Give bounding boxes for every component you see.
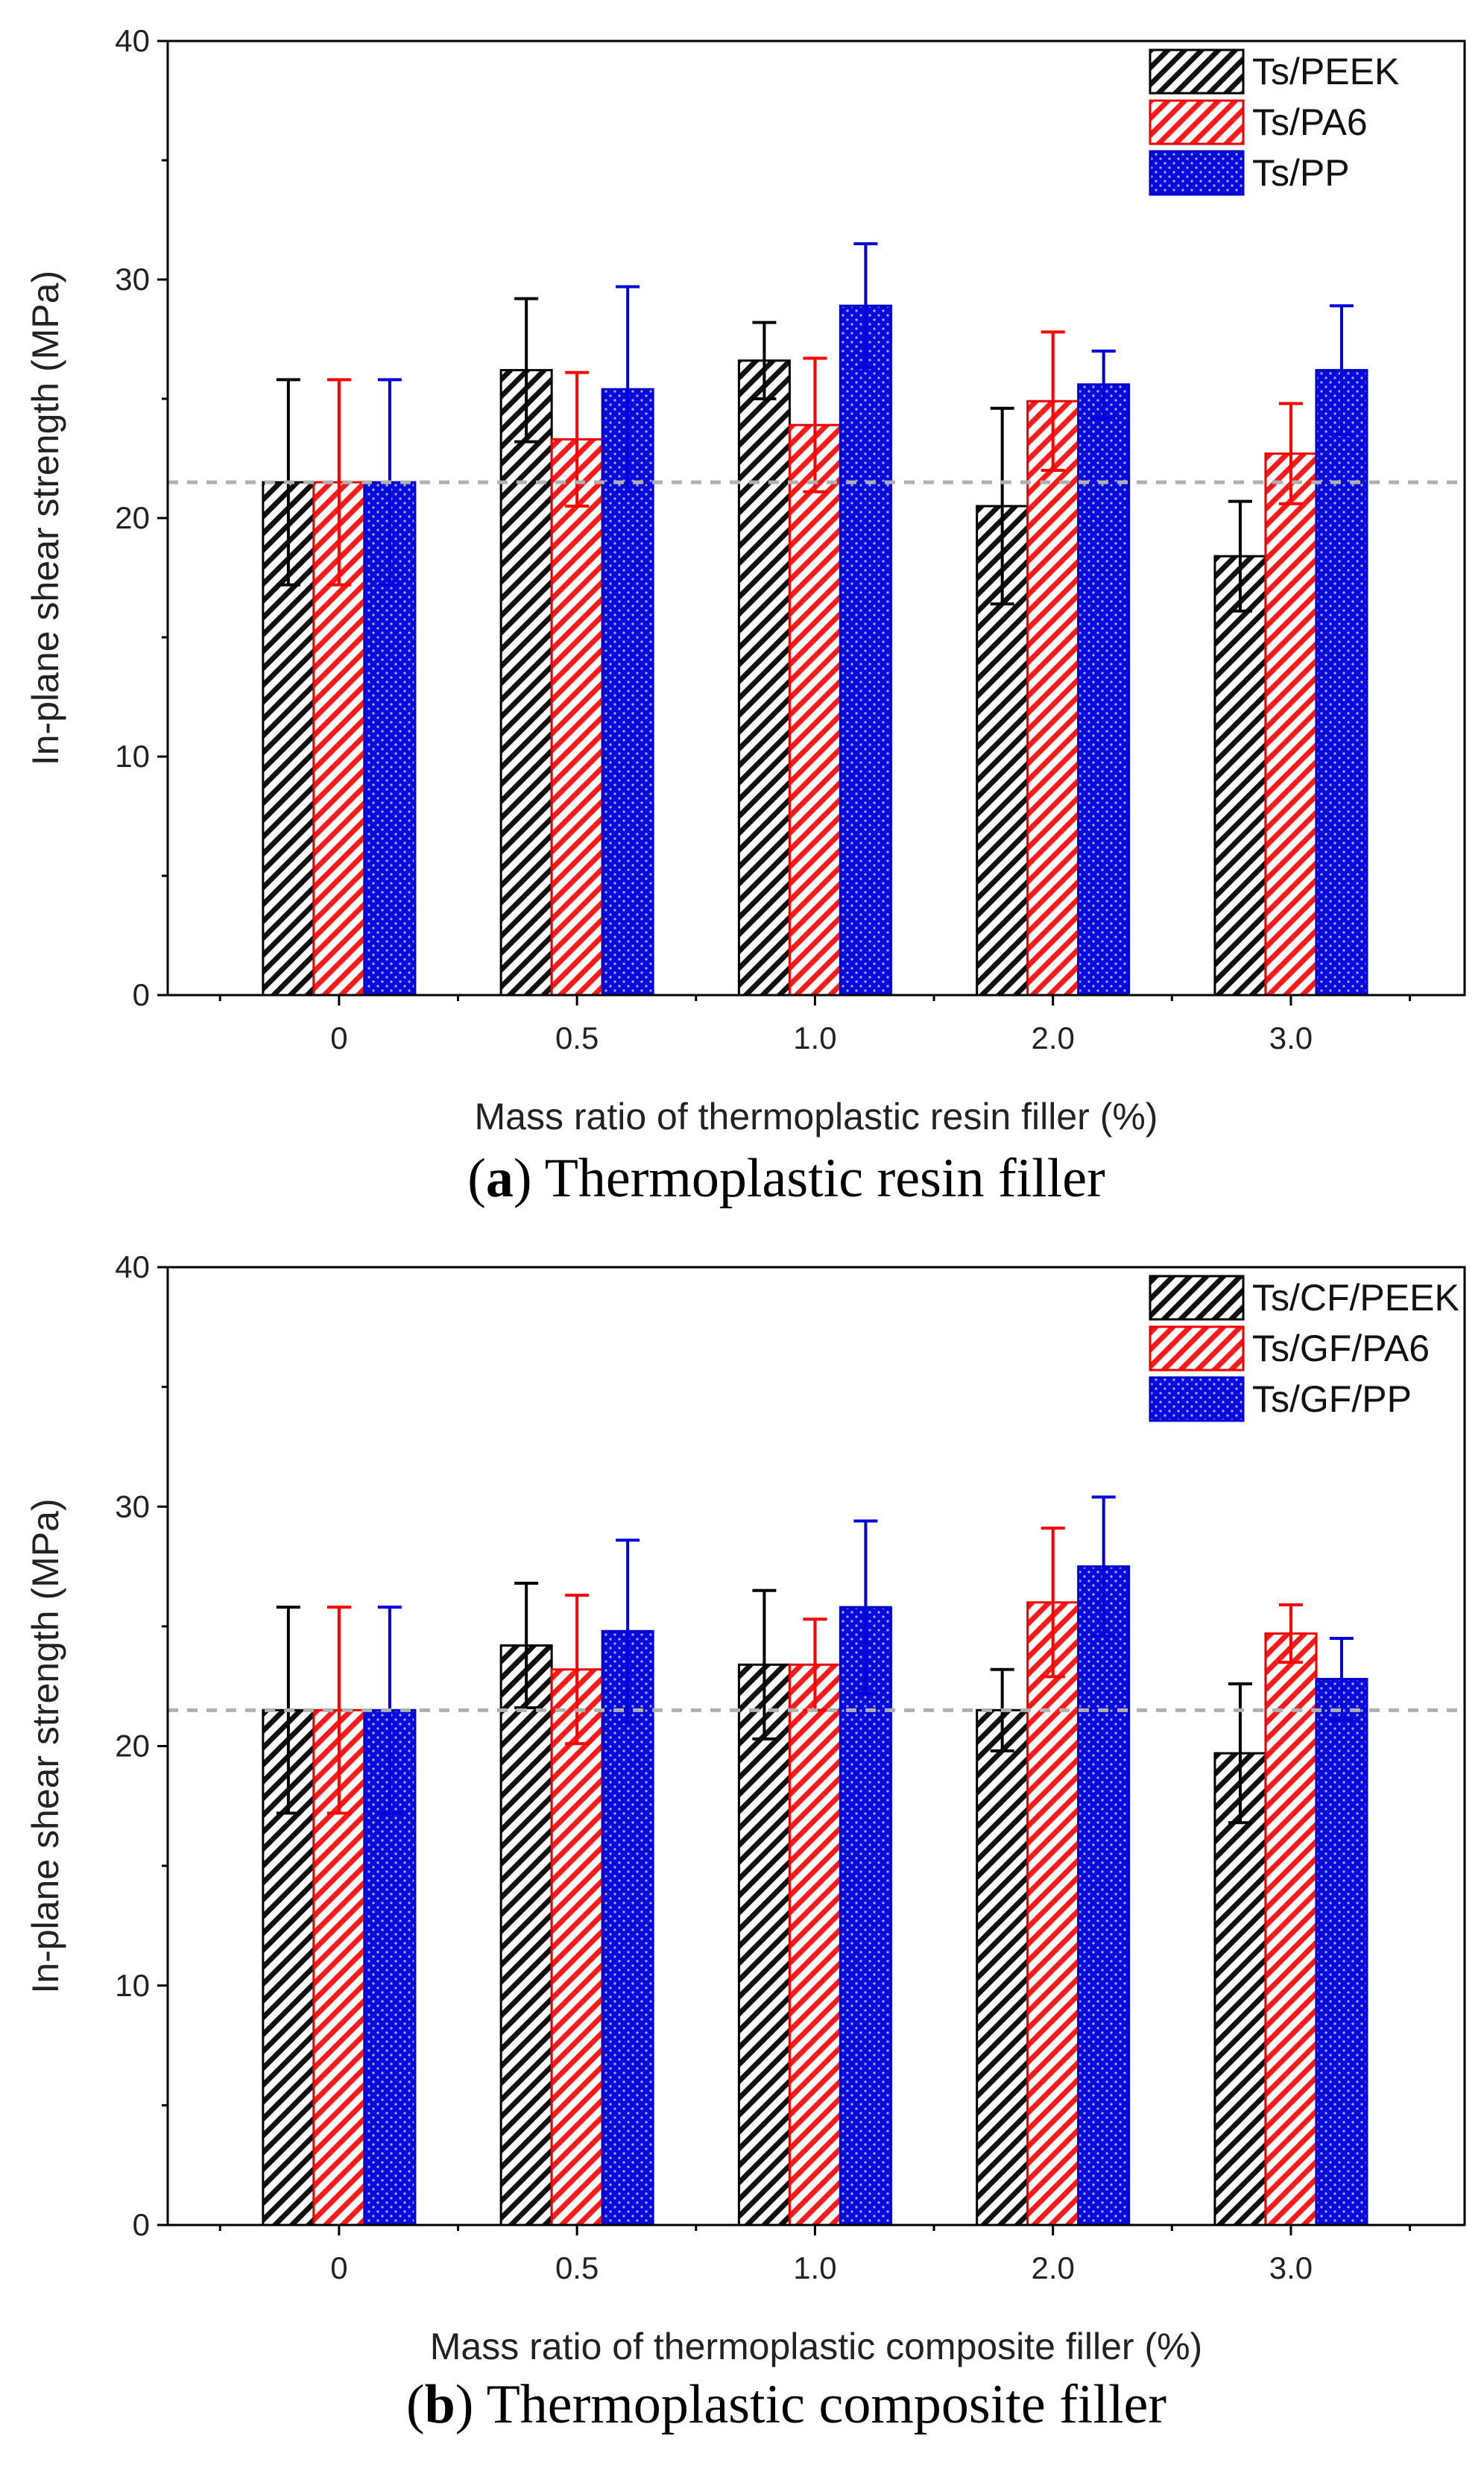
panel-a-bar-ts-pp-3.0: [1315, 369, 1368, 997]
panel-b-y-tick-label-30: 30: [115, 1489, 150, 1524]
panel-b-x-tick-label-1.0: 1.0: [793, 2250, 836, 2285]
panel-a-caption-letter: a: [486, 1148, 514, 1209]
panel-a-x-axis-title: Mass ratio of thermoplastic resin filler…: [475, 1096, 1158, 1137]
panel-b-x-tick-label-3.0: 3.0: [1269, 2250, 1313, 2285]
panel-b-y-tick-label-40: 40: [115, 1249, 150, 1284]
panel-b-legend-label-ts-gf-pa6: Ts/GF/PA6: [1252, 1328, 1430, 1369]
panel-a-y-tick-label-10: 10: [115, 739, 150, 774]
panel-b-x-tick-label-2.0: 2.0: [1031, 2250, 1074, 2285]
panel-a-y-axis-title: In-plane shear strength (MPa): [25, 271, 66, 766]
panel-a-bar-ts-peek-1.0: [737, 359, 791, 997]
panel-b-bar-ts-gf-pp-3.0: [1315, 1678, 1368, 2226]
panel-b: 0 10 20 30 40 0 0.5 1.0 2.0 3.0 Ts/CF/PEEK Ts/GF/P…: [25, 1249, 1466, 2435]
panel-b-bar-ts-gf-pa6-2.0: [1026, 1601, 1080, 2226]
panel-a-bar-ts-pp-2.0: [1077, 383, 1131, 997]
panel-b-legend-label-ts-cf-peek: Ts/CF/PEEK: [1252, 1277, 1459, 1319]
panel-b-bar-ts-gf-pa6-0.5: [550, 1668, 604, 2226]
panel-a-legend-label-ts-peek: Ts/PEEK: [1252, 51, 1399, 92]
panel-a-legend: Ts/PEEK Ts/PA6 Ts/PP: [1149, 48, 1399, 196]
panel-b-caption-text: Thermoplastic composite filler: [487, 2374, 1166, 2435]
panel-a-caption-text: Thermoplastic resin filler: [545, 1148, 1105, 1209]
panel-a-bar-ts-pa6-0.5: [550, 438, 604, 997]
panel-b-y-axis-title: In-plane shear strength (MPa): [25, 1498, 66, 1993]
panel-b-bar-ts-gf-pp-1.0: [839, 1606, 892, 2226]
panel-b-bar-ts-gf-pp-2.0: [1077, 1565, 1131, 2226]
panel-b-legend-label-ts-gf-pp: Ts/GF/PP: [1252, 1378, 1412, 1420]
panel-a-legend-label-ts-pp: Ts/PP: [1252, 152, 1350, 194]
panel-a-legend-label-ts-pa6: Ts/PA6: [1252, 101, 1368, 143]
panel-a-bar-ts-pa6-2.0: [1026, 400, 1080, 997]
panel-a-caption: (a) Thermoplastic resin filler: [467, 1148, 1105, 1209]
panel-b-bar-ts-cf-peek-2.0: [976, 1708, 1029, 2226]
panel-b-legend-swatch-ts-gf-pa6: [1149, 1325, 1245, 1372]
panel-a-x-tick-label-2.0: 2.0: [1031, 1020, 1074, 1055]
panel-a-y-tick-label-0: 0: [133, 977, 150, 1012]
panel-b-x-tick-label-0.5: 0.5: [555, 2250, 599, 2285]
panel-a-x-tick-label-0.5: 0.5: [555, 1020, 599, 1055]
panel-a-x-tick-label-0: 0: [330, 1020, 347, 1055]
panel-a-bar-ts-peek-0.5: [499, 369, 553, 997]
panel-a-y-tick-label-20: 20: [115, 500, 150, 535]
panel-b-bar-ts-gf-pa6-1.0: [788, 1663, 842, 2226]
panel-a-x-tick-label-3.0: 3.0: [1269, 1020, 1313, 1055]
panel-b-caption-letter: b: [425, 2374, 455, 2435]
panel-a-x-tick-label-1.0: 1.0: [793, 1020, 836, 1055]
panel-a-bar-ts-pa6-1.0: [788, 423, 842, 997]
panel-a-ticks: 0 10 20 30 40 0 0.5 1.0 2.0 3.0: [115, 23, 1412, 1055]
panel-b-legend-swatch-ts-gf-pp: [1149, 1376, 1245, 1422]
panel-a-legend-swatch-ts-pp: [1149, 150, 1245, 196]
panel-b-y-tick-label-0: 0: [133, 2207, 150, 2242]
panel-a-legend-swatch-ts-pa6: [1149, 99, 1245, 145]
panel-b-y-tick-label-10: 10: [115, 1968, 150, 2003]
panel-b-y-tick-label-20: 20: [115, 1729, 150, 1764]
panel-a-bar-ts-pp-1.0: [839, 304, 892, 997]
panel-b-bars: [262, 1495, 1368, 2226]
panel-a-legend-swatch-ts-peek: [1149, 48, 1245, 95]
panel-b-caption: (b) Thermoplastic composite filler: [406, 2374, 1166, 2435]
panel-b-legend-swatch-ts-cf-peek: [1149, 1275, 1245, 1321]
panel-b-bar-ts-gf-pa6-3.0: [1264, 1632, 1318, 2226]
panel-b-ticks: 0 10 20 30 40 0 0.5 1.0 2.0 3.0: [115, 1249, 1412, 2285]
panel-a-y-tick-label-40: 40: [115, 23, 150, 58]
panel-b-x-axis-title: Mass ratio of thermoplastic composite fi…: [430, 2326, 1202, 2367]
panel-a-y-tick-label-30: 30: [115, 262, 150, 297]
panel-b-x-tick-label-0: 0: [330, 2250, 347, 2285]
panel-a-bar-ts-peek-3.0: [1213, 555, 1267, 997]
panel-b-bar-ts-cf-peek-0.5: [499, 1644, 553, 2226]
panel-a-bars: [262, 242, 1368, 997]
panel-b-bar-ts-cf-peek-1.0: [737, 1663, 791, 2226]
panel-a-bar-ts-pa6-3.0: [1264, 452, 1318, 997]
panel-b-legend: Ts/CF/PEEK Ts/GF/PA6 Ts/GF/PP: [1149, 1275, 1459, 1422]
